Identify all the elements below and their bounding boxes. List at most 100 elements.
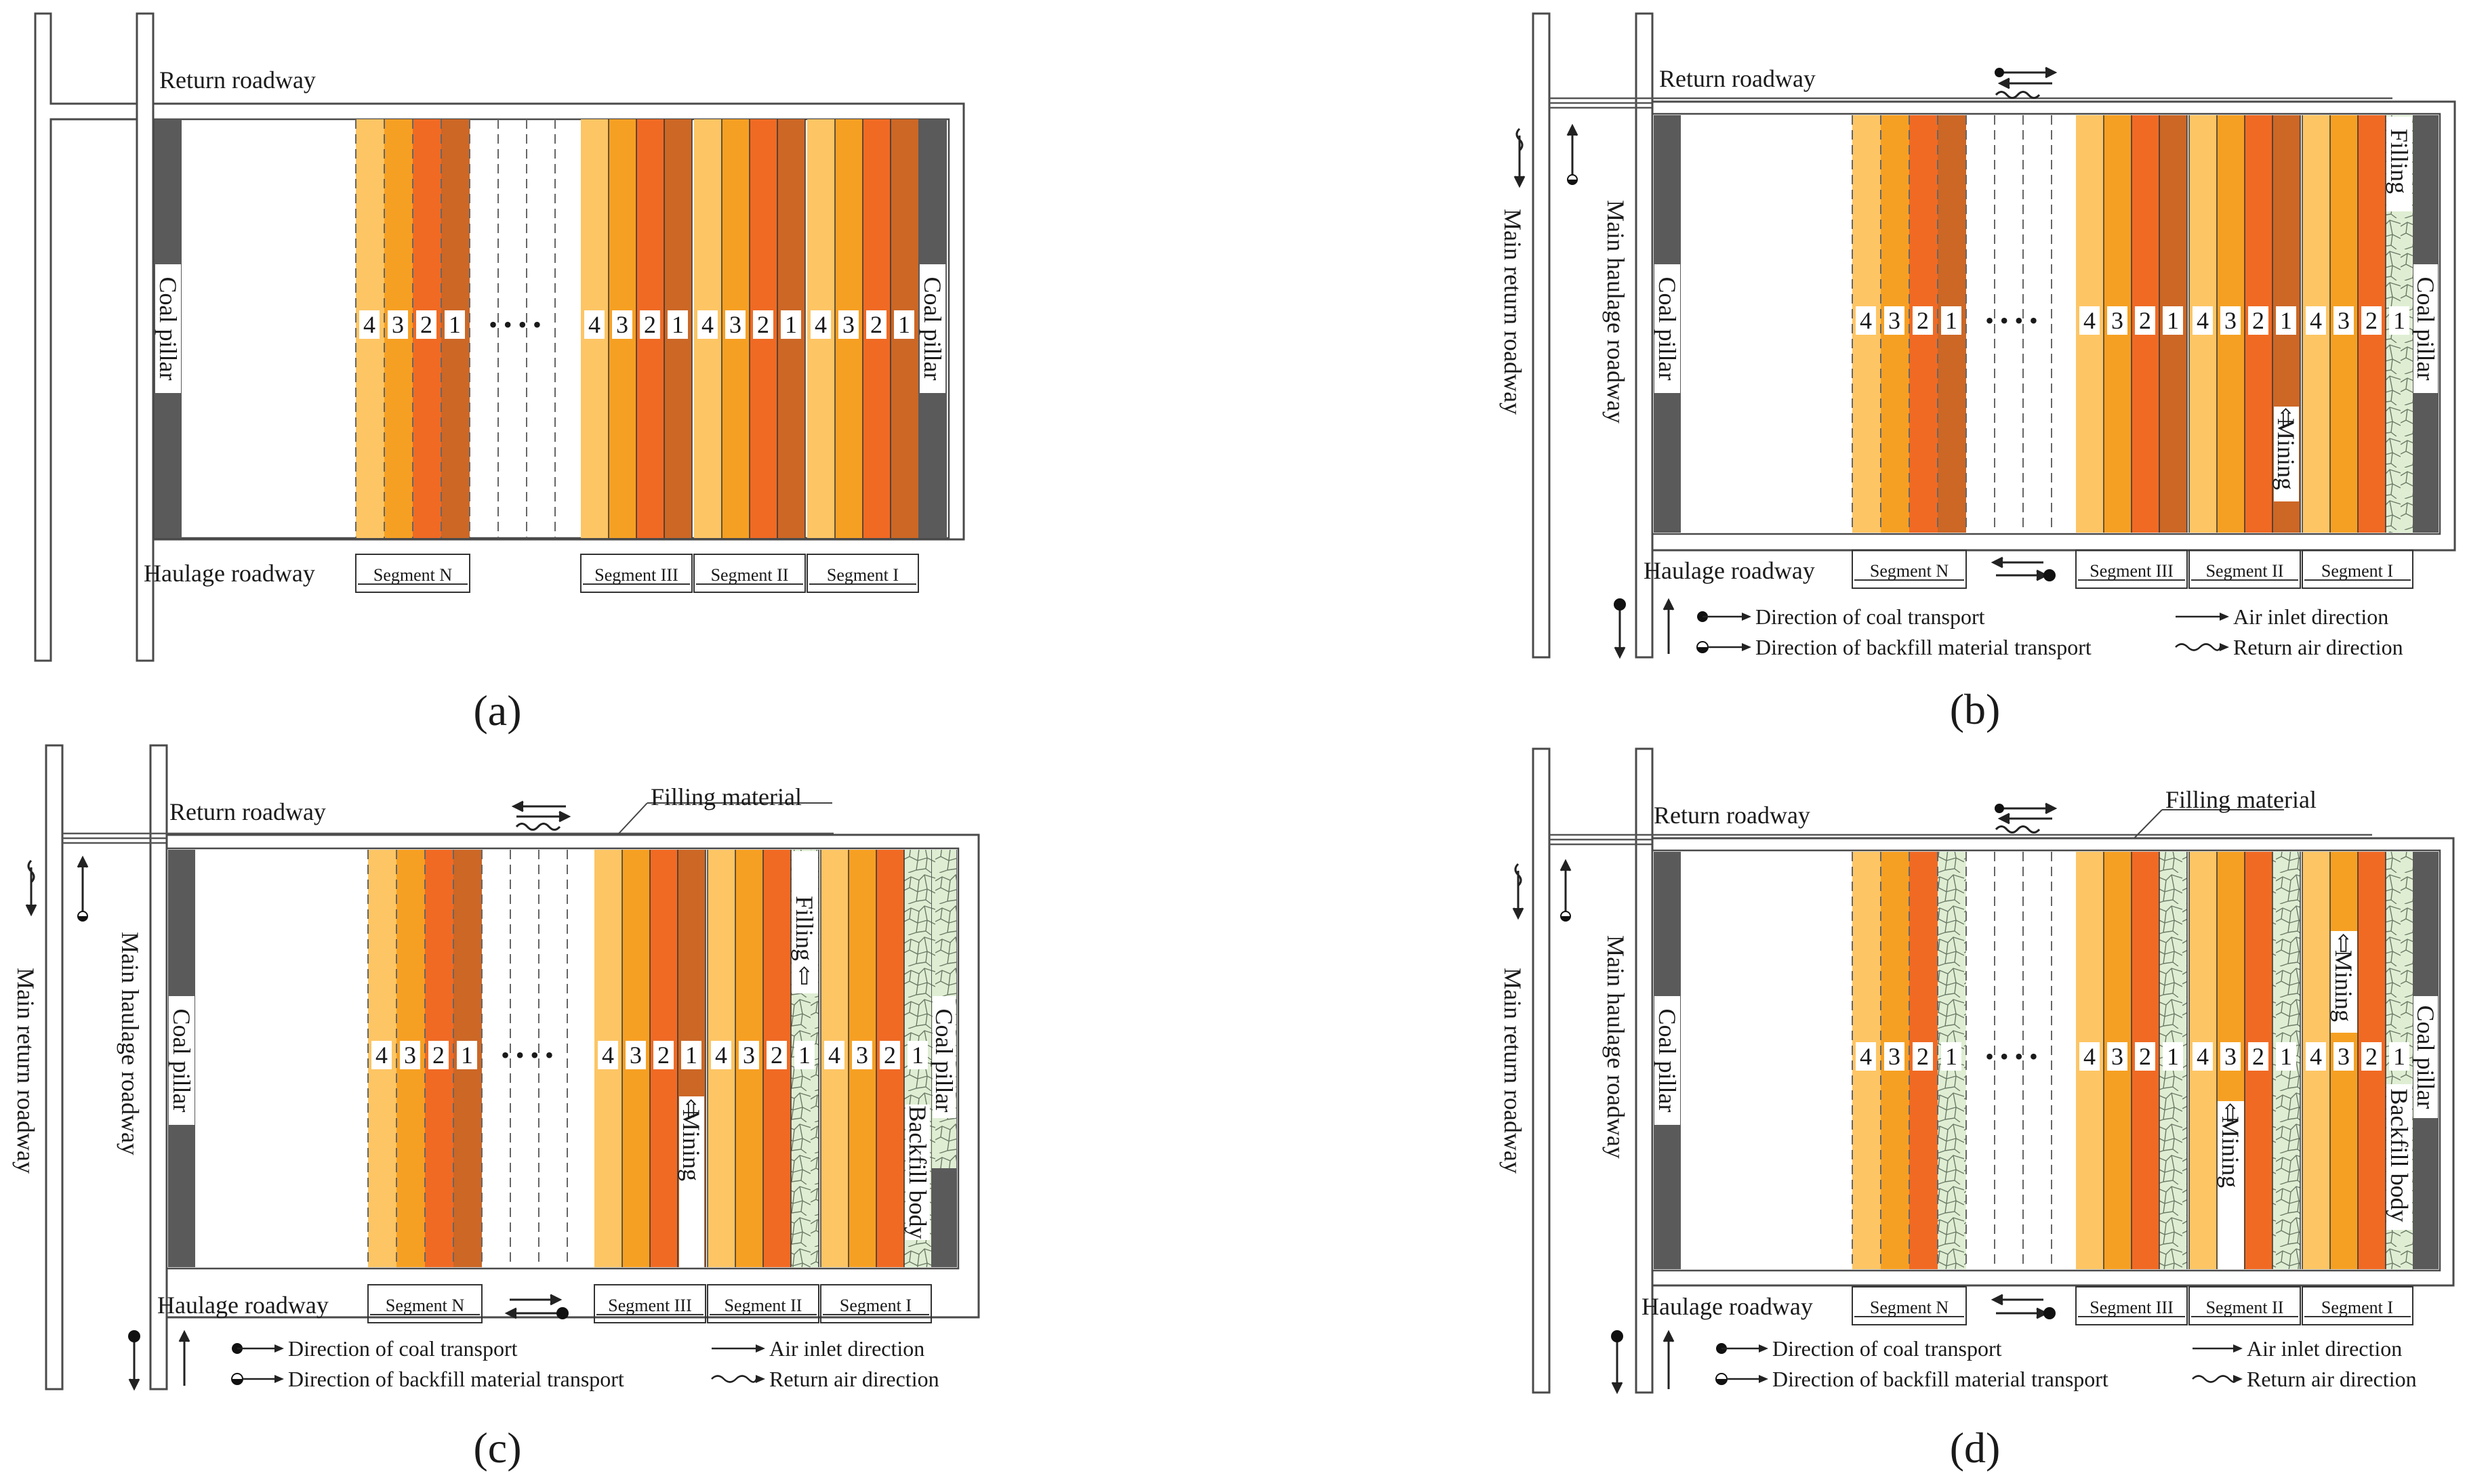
up-arrow-icon: ⇦ <box>2330 933 2357 953</box>
haulage-roadway-label: Haulage roadway <box>1644 557 1815 584</box>
strip-dash-lines <box>355 119 556 538</box>
coal-transport-dot-icon <box>2043 1307 2056 1319</box>
strip-numbers: 4 3 2 1 • • • • 4 3 2 1 4 3 2 1 4 3 2 1 <box>1856 1042 2409 1071</box>
strip-number: 4 <box>2310 307 2322 334</box>
strip-number: 3 <box>2111 1043 2123 1070</box>
strip-number: 1 <box>912 1042 924 1069</box>
strip-dash-lines <box>1852 115 2052 533</box>
legend-coal-transport: Direction of coal transport <box>288 1336 518 1361</box>
strip-number: 4 <box>815 311 827 338</box>
strip-number: 2 <box>2365 1043 2378 1070</box>
flow-arrows <box>1512 802 2058 1395</box>
coal-transport-dot-icon <box>1995 68 2004 77</box>
main-return-roadway-label: Main return roadway <box>12 968 39 1174</box>
strip-number: 2 <box>2139 1043 2151 1070</box>
strip-number: 4 <box>602 1042 614 1069</box>
main-return-roadway-outline <box>45 744 64 1390</box>
strip-number: 4 <box>2083 1043 2096 1070</box>
legend-coal-transport: Direction of coal transport <box>1772 1336 2002 1361</box>
strip-number: 4 <box>701 311 714 338</box>
strip-number: 2 <box>870 311 882 338</box>
legend-backfill-transport: Direction of backfill material transport <box>1772 1367 2108 1391</box>
coal-pillar-left-label: Coal pillar <box>168 1009 195 1113</box>
mining-label: Mining <box>2272 418 2300 490</box>
mining-label-i: Mining <box>2330 950 2357 1022</box>
strip-number: 3 <box>842 311 855 338</box>
strip-number: 2 <box>2139 307 2151 334</box>
strip-number: 4 <box>375 1042 388 1069</box>
strip-number: 3 <box>2111 307 2123 334</box>
main-haulage-roadway-label: Main haulage roadway <box>1602 200 1629 424</box>
main-haulage-roadway-label: Main haulage roadway <box>117 932 144 1155</box>
coal-pillar-left-label: Coal pillar <box>1654 277 1681 381</box>
strip-number: 2 <box>2365 307 2378 334</box>
segment-iii-label: Segment III <box>594 565 678 585</box>
segment-i-label: Segment I <box>840 1296 912 1315</box>
strip-number: 1 <box>798 1042 811 1069</box>
strip-number: 1 <box>2167 307 2179 334</box>
backfill-transport-half-icon <box>78 916 87 921</box>
strip-number: 1 <box>2393 307 2405 334</box>
main-return-roadway-outline <box>1532 747 1551 1394</box>
segment-ranges <box>1852 550 2413 589</box>
legend-air-inlet: Air inlet direction <box>769 1336 924 1361</box>
coal-transport-dot-icon <box>2043 569 2056 581</box>
up-arrow-icon: ⇦ <box>678 1098 705 1119</box>
segment-n-label: Segment N <box>386 1296 464 1315</box>
strip-number: 4 <box>2310 1043 2322 1070</box>
coal-transport-dot-icon <box>1995 804 2004 813</box>
coal-transport-dot-icon <box>1611 1330 1623 1342</box>
caption-b: (b) <box>1950 685 2001 733</box>
legend-air-inlet: Air inlet direction <box>2247 1336 2402 1361</box>
strip-number: 1 <box>672 311 684 338</box>
panel-d: 4 3 2 1 • • • • 4 3 2 1 4 3 2 1 4 3 2 1 … <box>1499 747 2455 1472</box>
main-haulage-roadway-outline <box>149 744 168 1390</box>
backfill-transport-half-icon <box>1561 916 1570 921</box>
panel-c: 4 3 2 1 • • • • 4 3 2 1 4 3 2 1 4 3 2 1 … <box>12 744 980 1472</box>
strip-number: 2 <box>1917 1043 1929 1070</box>
coal-pillar-right-label: Coal pillar <box>919 277 946 381</box>
segment-iii-label: Segment III <box>608 1296 691 1315</box>
legend-coal-transport: Direction of coal transport <box>1755 604 1985 629</box>
strip-number: 1 <box>898 311 910 338</box>
backfill-body-label: Backfill body <box>904 1106 931 1239</box>
coal-pillar-right-label: Coal pillar <box>931 1009 958 1113</box>
strip-number: 3 <box>2224 1043 2237 1070</box>
legend-air-inlet: Air inlet direction <box>2233 604 2388 629</box>
strip-number: 1 <box>685 1042 697 1069</box>
segment-i-label: Segment I <box>2321 1298 2393 1317</box>
strip-number: 2 <box>771 1042 783 1069</box>
legend-return-air: Return air direction <box>769 1367 939 1391</box>
mining-label: Mining <box>678 1109 705 1181</box>
haulage-roadway-label: Haulage roadway <box>144 560 315 587</box>
main-haulage-roadway-label: Main haulage roadway <box>1602 935 1629 1159</box>
strip-number: 4 <box>2197 307 2209 334</box>
segment-ii-label: Segment II <box>2206 561 2284 581</box>
return-roadway-label: Return roadway <box>169 798 326 825</box>
strip-number: 3 <box>2338 307 2350 334</box>
strip-number: 3 <box>616 311 628 338</box>
panel-b: 4 3 2 1 • • • • 4 3 2 1 4 3 2 1 4 3 2 1 … <box>1499 12 2456 733</box>
strip-number: 3 <box>2338 1043 2350 1070</box>
legend-return-air: Return air direction <box>2233 635 2403 659</box>
strip-number: 3 <box>1888 307 1900 334</box>
main-return-roadway-outline <box>34 12 140 662</box>
strip-number: 1 <box>2393 1043 2405 1070</box>
strip-number: 3 <box>2224 307 2237 334</box>
strip-number: 2 <box>2252 1043 2264 1070</box>
caption-d: (d) <box>1950 1424 2001 1472</box>
strip-number: 2 <box>644 311 656 338</box>
strip-number: 3 <box>856 1042 868 1069</box>
strip-number: 4 <box>828 1042 840 1069</box>
segment-iii-label: Segment III <box>2089 1298 2173 1317</box>
strip-dash-lines <box>1852 852 2052 1269</box>
strip-number: 2 <box>2252 307 2264 334</box>
filling-label: Filling <box>2386 129 2413 194</box>
legend: Direction of coal transport Direction of… <box>231 1336 939 1391</box>
strip-number: 1 <box>449 311 461 338</box>
strip-numbers: 4 3 2 1 • • • • 4 3 2 1 4 3 2 1 4 3 2 1 <box>359 310 914 339</box>
strip-number: 1 <box>785 311 797 338</box>
strip-number: 1 <box>2280 1043 2292 1070</box>
mining-label-ii: Mining <box>2217 1116 2244 1188</box>
